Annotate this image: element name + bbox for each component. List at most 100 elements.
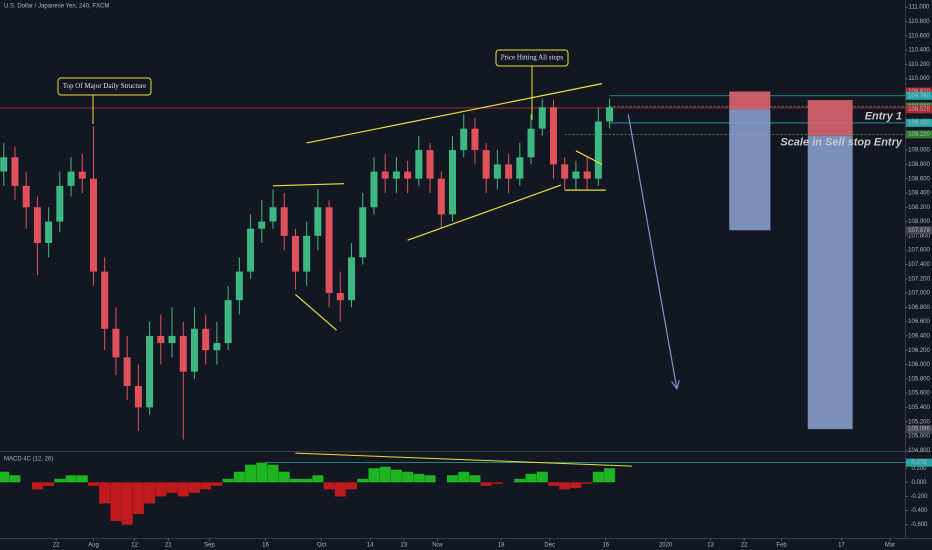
candle-body	[415, 150, 423, 179]
candle-body	[426, 150, 434, 179]
candle-body	[505, 164, 513, 179]
trendline	[575, 150, 603, 165]
candle-body	[123, 357, 131, 386]
candle-body	[112, 328, 120, 358]
candle-body	[56, 185, 64, 222]
price-tag-label: 109.220	[908, 132, 930, 138]
candle-body	[202, 328, 210, 351]
y-tick-label: 110.000	[908, 76, 930, 82]
x-tick-label: Mar	[885, 543, 895, 549]
macd-bar	[0, 471, 10, 483]
candle-body	[381, 171, 389, 179]
chart-title: U.S. Dollar / Japanese Yen, 240, FXCM	[4, 4, 109, 10]
callout-box	[495, 49, 569, 67]
macd-bar	[323, 482, 335, 490]
candle-body	[538, 107, 546, 129]
candle-body	[213, 343, 221, 351]
price-tag-label: 109.760	[908, 93, 930, 99]
macd-bar	[144, 482, 156, 504]
candle-body	[224, 300, 232, 344]
x-tick-label: 16	[262, 543, 269, 549]
macd-bar	[581, 482, 593, 484]
macd-bar	[592, 471, 604, 483]
candle-body	[235, 271, 243, 301]
x-tick-label: 17	[838, 543, 845, 549]
trendline	[272, 183, 345, 187]
price-tag-label: 109.380	[908, 121, 930, 127]
target-zone	[729, 109, 771, 231]
y-tick-label: 105.600	[908, 391, 930, 397]
x-tick-label: 16	[602, 543, 609, 549]
y-tick-label: 106.600	[908, 319, 930, 325]
candle-body	[291, 235, 299, 272]
macd-bar	[278, 471, 290, 483]
candle-body	[594, 121, 602, 179]
macd-bar	[99, 482, 111, 504]
candle-body	[33, 207, 41, 244]
y-tick-label: 107.200	[908, 276, 930, 282]
y-tick-label: 111.000	[909, 5, 930, 11]
y-tick-label: -0.600	[910, 522, 928, 528]
macd-bar	[9, 475, 21, 483]
macd-bar	[536, 471, 548, 483]
macd-bar	[87, 482, 99, 486]
y-tick-label: 108.000	[908, 219, 930, 225]
candle-body	[359, 207, 367, 258]
target-zone	[807, 135, 853, 430]
candle-body	[314, 207, 322, 236]
trendline	[407, 184, 562, 241]
x-tick-label: 18	[498, 543, 505, 549]
candle-body	[0, 157, 8, 172]
candle-body	[325, 207, 333, 294]
macd-bar	[43, 482, 55, 486]
trendline	[295, 452, 633, 467]
macd-bar	[245, 464, 257, 483]
macd-bar	[390, 469, 402, 483]
stop-zone	[729, 91, 771, 110]
candle-body	[157, 335, 165, 344]
price-tag	[906, 105, 932, 114]
candle-body	[190, 328, 198, 372]
macd-bar	[200, 482, 212, 490]
candle-body	[336, 293, 344, 301]
candle-body	[437, 178, 445, 215]
candle-body	[303, 235, 311, 272]
macd-bar	[346, 482, 358, 490]
x-tick-label: Dec	[544, 543, 555, 549]
macd-bar	[121, 482, 133, 525]
candle-body	[471, 128, 479, 151]
candle-body	[527, 128, 535, 158]
macd-bar	[525, 473, 537, 483]
y-tick-label: 105.800	[908, 376, 930, 382]
macd-bar	[65, 475, 77, 483]
candle-body	[179, 335, 187, 372]
macd-bar	[334, 482, 346, 497]
macd-bar	[312, 475, 324, 483]
macd-bar	[424, 475, 436, 483]
macd-bar	[469, 475, 481, 483]
macd-bar	[357, 478, 369, 483]
arrow-head	[671, 379, 680, 391]
price-tag-label: 107.878	[908, 228, 930, 234]
macd-bar	[166, 482, 178, 493]
candle-body	[101, 271, 109, 329]
y-tick-label: 109.000	[908, 148, 930, 154]
x-tick-label: Nov	[432, 543, 443, 549]
y-tick-label: 110.400	[908, 48, 930, 54]
y-tick-label: 106.400	[908, 334, 930, 340]
y-tick-label: 106.800	[908, 305, 930, 311]
price-tag-label: 105.096	[908, 427, 930, 433]
candle-body	[258, 221, 266, 229]
callout-text: Top Of Major Daily Structure	[63, 82, 147, 90]
y-tick-label: 0.200	[911, 466, 927, 472]
candle-body	[404, 171, 412, 179]
macd-bar	[413, 473, 425, 483]
macd-bar	[76, 475, 88, 483]
candle-body	[11, 157, 19, 186]
candle-body	[606, 107, 614, 122]
price-tag	[906, 130, 932, 139]
macd-bar	[289, 478, 301, 483]
price-tag-label: 0.279	[911, 460, 927, 466]
y-tick-label: 110.800	[908, 19, 930, 25]
y-tick-label: -0.400	[910, 508, 928, 514]
